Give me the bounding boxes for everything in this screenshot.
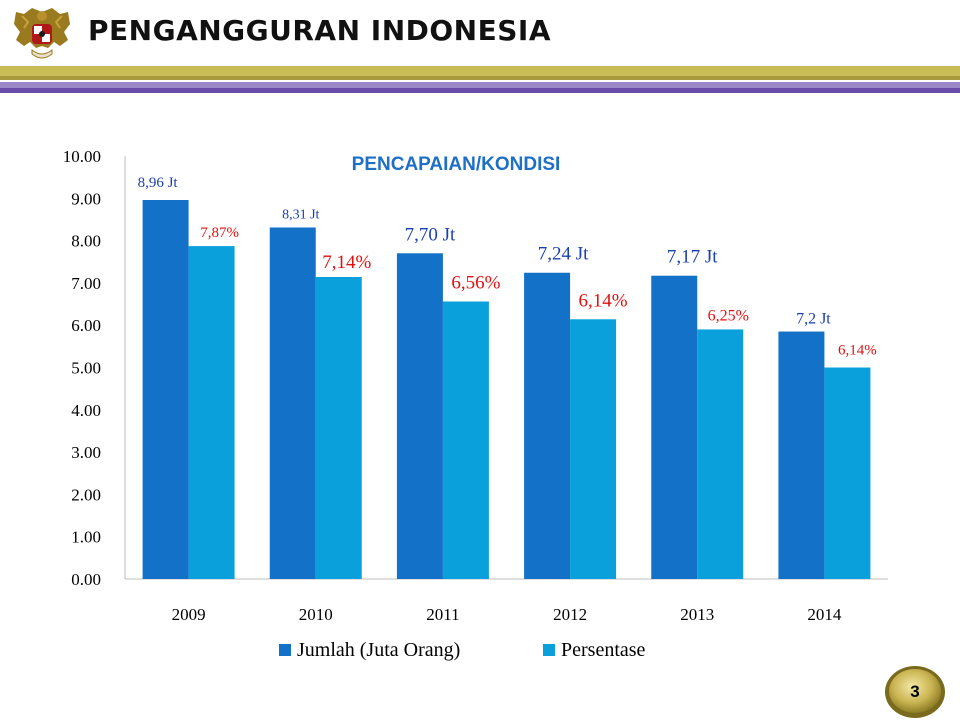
y-tick-label: 6.00 bbox=[71, 316, 101, 335]
bar-persentase-2013 bbox=[697, 329, 744, 579]
data-label: 6,56% bbox=[451, 273, 500, 294]
x-tick-label: 2010 bbox=[299, 605, 333, 624]
legend-swatch bbox=[543, 644, 555, 656]
bar-jumlah-2012 bbox=[524, 272, 571, 579]
bar-jumlah-2009 bbox=[142, 199, 189, 579]
y-tick-label: 9.00 bbox=[71, 189, 101, 208]
x-tick-label: 2009 bbox=[172, 605, 206, 624]
slide-number-badge-shape bbox=[885, 666, 945, 718]
x-tick-label: 2012 bbox=[553, 605, 587, 624]
legend-swatch bbox=[279, 644, 291, 656]
slide-number-badge: 3 bbox=[883, 664, 947, 720]
data-label: 7,24 Jt bbox=[538, 244, 589, 265]
page-title: PENGANGGURAN INDONESIA bbox=[88, 14, 551, 47]
bar-persentase-2009 bbox=[188, 246, 235, 579]
data-label: 7,14% bbox=[322, 252, 371, 273]
data-label: 6,25% bbox=[708, 307, 749, 324]
y-tick-label: 7.00 bbox=[71, 274, 101, 293]
y-tick-label: 5.00 bbox=[71, 359, 101, 378]
data-label: 7,87% bbox=[200, 225, 239, 241]
bar-jumlah-2011 bbox=[396, 253, 443, 580]
y-tick-label: 3.00 bbox=[71, 443, 101, 462]
data-label: 6,14% bbox=[579, 290, 628, 311]
y-tick-label: 8.00 bbox=[71, 232, 101, 251]
data-label: 8,31 Jt bbox=[282, 207, 319, 222]
y-tick-label: 0.00 bbox=[71, 570, 101, 589]
garuda-emblem-icon bbox=[14, 8, 70, 59]
bar-persentase-2010 bbox=[315, 276, 362, 579]
x-tick-label: 2014 bbox=[807, 605, 842, 624]
chart-title: PENCAPAIAN/KONDISI bbox=[352, 154, 561, 175]
slide-number: 3 bbox=[910, 682, 920, 701]
data-label: 7,2 Jt bbox=[796, 311, 831, 328]
header-band bbox=[0, 66, 960, 93]
slide-header: PENGANGGURAN INDONESIA bbox=[0, 0, 960, 100]
bar-jumlah-2014 bbox=[778, 331, 825, 579]
data-label: 7,17 Jt bbox=[667, 247, 718, 268]
bar-jumlah-2013 bbox=[651, 275, 698, 579]
y-tick-label: 2.00 bbox=[71, 485, 101, 504]
data-label: 6,14% bbox=[838, 343, 877, 359]
data-label: 7,70 Jt bbox=[405, 224, 456, 245]
x-tick-label: 2011 bbox=[426, 605, 459, 624]
bar-jumlah-2010 bbox=[269, 227, 316, 579]
bar-persentase-2011 bbox=[442, 301, 489, 579]
y-tick-label: 4.00 bbox=[71, 401, 101, 420]
y-tick-label: 10.00 bbox=[63, 147, 101, 166]
bar-persentase-2014 bbox=[824, 367, 871, 579]
legend-label: Jumlah (Juta Orang) bbox=[297, 639, 460, 661]
x-tick-label: 2013 bbox=[680, 605, 714, 624]
y-tick-label: 1.00 bbox=[71, 528, 101, 547]
legend-label: Persentase bbox=[561, 639, 646, 661]
bar-chart: PENCAPAIAN/KONDISI 0.00 1.00 2.00 3.00 4.00 5… bbox=[63, 147, 888, 661]
bar-persentase-2012 bbox=[570, 319, 617, 579]
data-label: 8,96 Jt bbox=[138, 175, 179, 191]
